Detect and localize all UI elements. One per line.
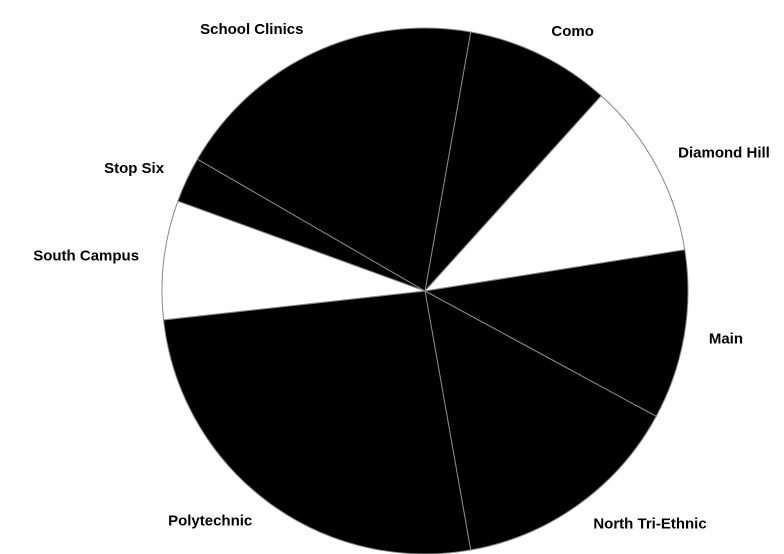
pie-slice — [424, 290, 657, 551]
slice-label: Diamond Hill — [678, 145, 770, 162]
pie-slice — [424, 31, 602, 293]
slice-label: Como — [551, 23, 594, 40]
pie-slice — [161, 200, 426, 321]
pie-slice — [423, 249, 689, 418]
pie-slice — [423, 95, 686, 292]
slice-label: School Clinics — [200, 21, 303, 38]
pie-slice — [196, 27, 472, 292]
slice-label: Stop Six — [104, 160, 165, 177]
slice-label: Main — [709, 331, 743, 348]
slice-label: North Tri-Ethnic — [593, 516, 706, 533]
slice-label: Polytechnic — [168, 512, 252, 529]
slice-label: South Campus — [33, 248, 139, 265]
